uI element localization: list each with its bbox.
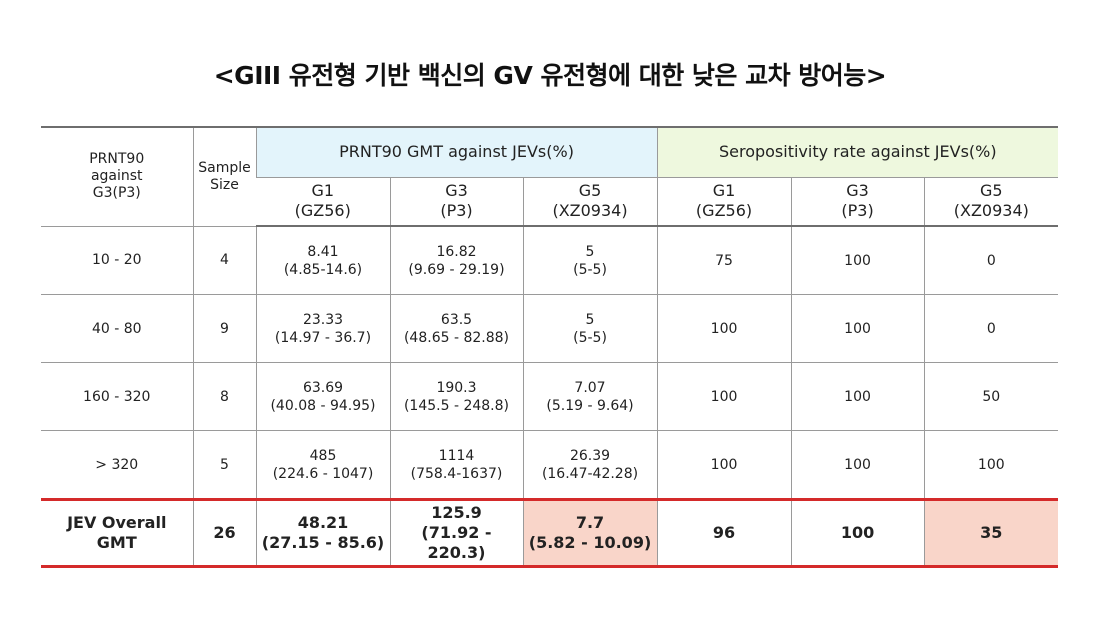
- overall-sample-size: 26: [192, 498, 256, 568]
- overall-sero-cell: 96: [656, 498, 792, 568]
- overall-label: JEV Overall GMT: [41, 498, 193, 568]
- gmt-cell: 23.33 (14.97 - 36.7): [255, 294, 390, 363]
- gmt-cell: 63.5 (48.65 - 82.88): [389, 294, 523, 363]
- header-sample-size: Sample Size: [192, 126, 256, 227]
- sero-cell: 0: [923, 226, 1059, 295]
- sample-size: 8: [192, 362, 256, 431]
- sero-cell: 100: [790, 294, 925, 363]
- header-genotype: G3 (P3): [790, 177, 925, 227]
- gmt-cell: 5 (5-5): [522, 226, 658, 295]
- overall-sero-cell-highlighted: 35: [923, 498, 1059, 568]
- gmt-cell: 8.41 (4.85-14.6): [255, 226, 390, 295]
- gmt-cell: 190.3 (145.5 - 248.8): [389, 362, 523, 431]
- sero-cell: 100: [656, 294, 792, 363]
- sero-cell: 0: [923, 294, 1059, 363]
- overall-row: JEV Overall GMT 26 48.21 (27.15 - 85.6) 12…: [41, 498, 1059, 568]
- titer-range: 160 - 320: [41, 362, 193, 431]
- titer-range: 40 - 80: [41, 294, 193, 363]
- sample-size: 9: [192, 294, 256, 363]
- page-title: <GIII 유전형 기반 백신의 GV 유전형에 대한 낮은 교차 방어능>: [213, 61, 887, 90]
- sero-cell: 100: [790, 362, 925, 431]
- cross-protection-table: PRNT90 against G3(P3) Sample Size PRNT90…: [41, 126, 1059, 568]
- sample-size: 5: [192, 430, 256, 500]
- gmt-cell: 26.39 (16.47-42.28): [522, 430, 658, 500]
- table-row: 40 - 80 9 23.33 (14.97 - 36.7) 63.5 (48.65…: [41, 294, 1059, 363]
- gmt-cell: 1114 (758.4-1637): [389, 430, 523, 500]
- sample-size: 4: [192, 226, 256, 295]
- sero-cell: 100: [656, 430, 792, 500]
- header-seropositivity-group: Seropositivity rate against JEVs(%): [656, 126, 1059, 178]
- table-row: 10 - 20 4 8.41 (4.85-14.6) 16.82 (9.69 - 2…: [41, 226, 1059, 295]
- titer-range: 10 - 20: [41, 226, 193, 295]
- table-row: 160 - 320 8 63.69 (40.08 - 94.95) 190.3 (1…: [41, 362, 1059, 431]
- overall-gmt-cell: 125.9 (71.92 - 220.3): [389, 498, 523, 568]
- sero-cell: 100: [790, 430, 925, 500]
- gmt-cell: 485 (224.6 - 1047): [255, 430, 390, 500]
- sero-cell: 100: [923, 430, 1059, 500]
- header-genotype: G5 (XZ0934): [923, 177, 1059, 227]
- table-row: > 320 5 485 (224.6 - 1047) 1114 (758.4-163…: [41, 430, 1059, 500]
- header-genotype: G3 (P3): [389, 177, 523, 227]
- titer-range: > 320: [41, 430, 193, 500]
- gmt-cell: 7.07 (5.19 - 9.64): [522, 362, 658, 431]
- header-genotype: G1 (GZ56): [656, 177, 792, 227]
- gmt-cell: 16.82 (9.69 - 29.19): [389, 226, 523, 295]
- header-prnt90-titer: PRNT90 against G3(P3): [41, 126, 193, 227]
- gmt-cell: 63.69 (40.08 - 94.95): [255, 362, 390, 431]
- gmt-cell: 5 (5-5): [522, 294, 658, 363]
- overall-sero-cell: 100: [790, 498, 925, 568]
- overall-gmt-cell: 48.21 (27.15 - 85.6): [255, 498, 390, 568]
- header-gmt-group: PRNT90 GMT against JEVs(%): [255, 126, 658, 178]
- header-genotype: G1 (GZ56): [256, 177, 390, 227]
- overall-gmt-cell-highlighted: 7.7 (5.82 - 10.09): [522, 498, 658, 568]
- sero-cell: 75: [656, 226, 792, 295]
- header-genotype: G5 (XZ0934): [522, 177, 658, 227]
- sero-cell: 100: [656, 362, 792, 431]
- sero-cell: 100: [790, 226, 925, 295]
- sero-cell: 50: [923, 362, 1059, 431]
